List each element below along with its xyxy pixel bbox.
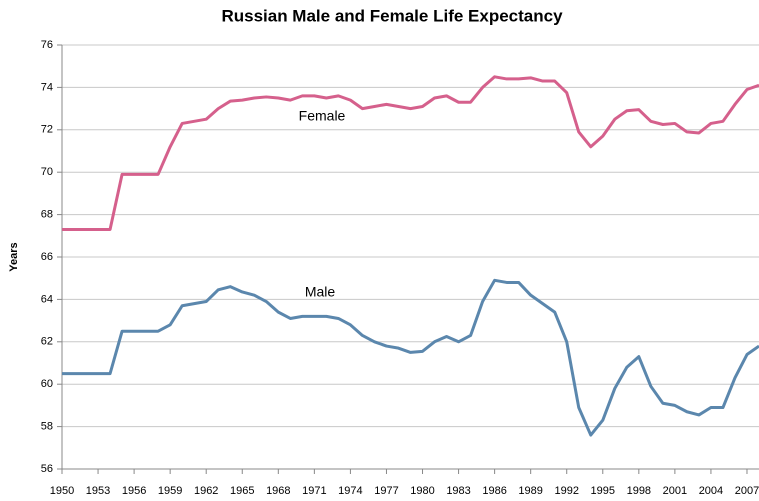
x-tick-label: 1974 <box>338 485 362 497</box>
series-label: Female <box>299 108 346 124</box>
x-tick-label: 1950 <box>50 485 74 497</box>
x-tick-label: 2007 <box>735 485 759 497</box>
x-tick-label: 1965 <box>230 485 254 497</box>
series-label: Male <box>305 284 336 300</box>
chart-title: Russian Male and Female Life Expectancy <box>221 6 563 25</box>
y-tick-label: 76 <box>41 39 53 51</box>
x-tick-label: 1989 <box>518 485 542 497</box>
x-tick-label: 2004 <box>699 485 723 497</box>
x-tick-label: 1980 <box>410 485 434 497</box>
y-tick-label: 70 <box>41 166 53 178</box>
y-tick-label: 62 <box>41 336 53 348</box>
y-tick-label: 72 <box>41 124 53 136</box>
line-series <box>62 278 759 437</box>
x-tick-label: 1998 <box>627 485 651 497</box>
y-tick-label: 58 <box>41 421 53 433</box>
y-tick-label: 64 <box>41 293 53 305</box>
x-tick-label: 1968 <box>266 485 290 497</box>
x-tick-label: 1977 <box>374 485 398 497</box>
y-tick-label: 68 <box>41 209 53 221</box>
x-tick-label: 1986 <box>482 485 506 497</box>
y-tick-label: 66 <box>41 251 53 263</box>
x-tick-label: 1995 <box>591 485 615 497</box>
x-tick-label: 1959 <box>158 485 182 497</box>
x-tick-label: 1992 <box>554 485 578 497</box>
x-tick-label: 1953 <box>86 485 110 497</box>
y-tick-label: 60 <box>41 378 53 390</box>
line-series <box>62 75 759 231</box>
x-tick-label: 1956 <box>122 485 146 497</box>
x-tick-label: 1983 <box>446 485 470 497</box>
y-axis-label: Years <box>8 242 20 271</box>
x-tick-label: 1962 <box>194 485 218 497</box>
y-tick-label: 74 <box>41 81 53 93</box>
y-tick-label: 56 <box>41 463 53 475</box>
x-tick-label: 1971 <box>302 485 326 497</box>
x-tick-label: 2001 <box>663 485 687 497</box>
